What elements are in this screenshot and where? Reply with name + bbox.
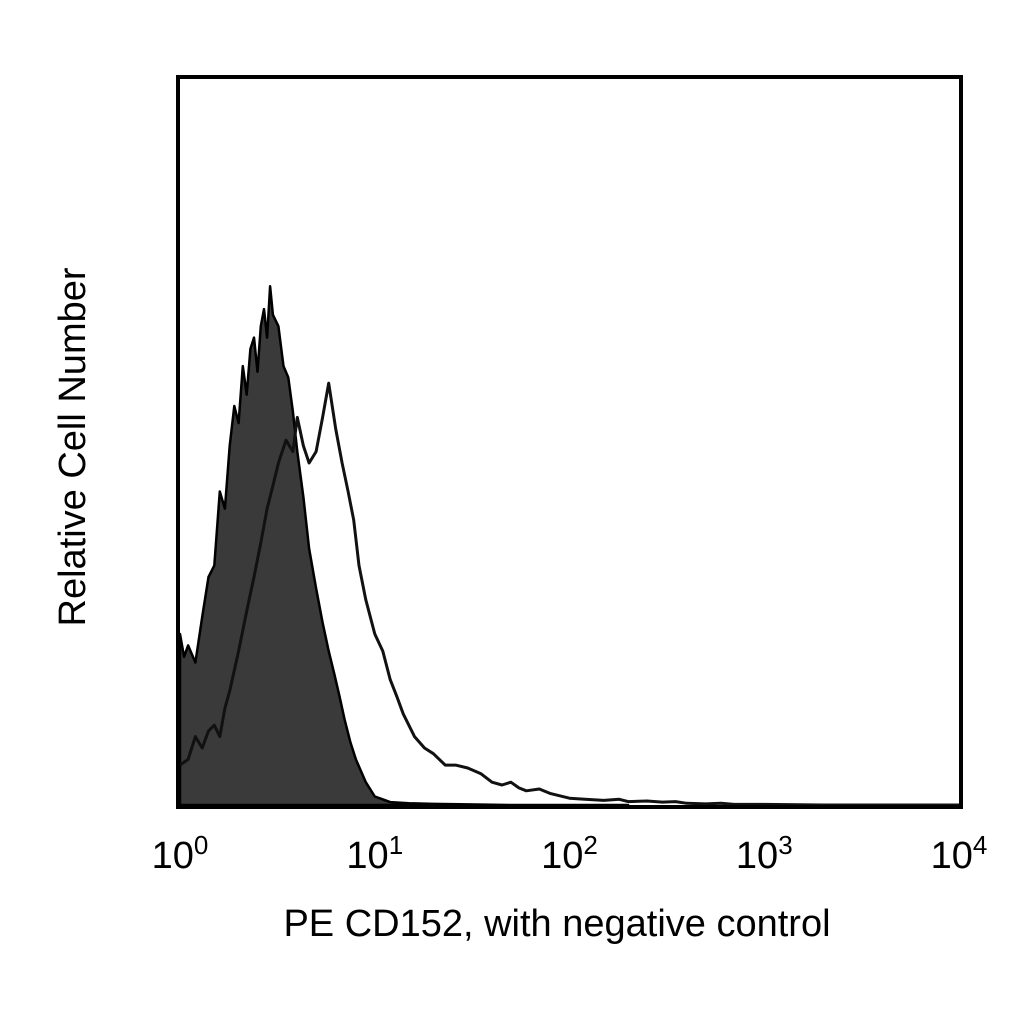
- cd152-stained-histogram: [179, 381, 959, 807]
- x-axis-label: PE CD152, with negative control: [283, 903, 830, 945]
- negative-control-histogram: [178, 285, 630, 807]
- plot-frame: [176, 75, 963, 809]
- x-tick-label: 100: [152, 830, 209, 877]
- x-tick-label: 101: [346, 830, 403, 877]
- histogram-marks: [178, 285, 959, 807]
- x-tick-label: 102: [541, 830, 598, 877]
- x-tick-labels: 100 101 102 103 104: [152, 830, 988, 877]
- x-tick-label: 103: [736, 830, 793, 877]
- x-tick-label: 104: [931, 830, 988, 877]
- y-axis-label: Relative Cell Number: [52, 267, 94, 626]
